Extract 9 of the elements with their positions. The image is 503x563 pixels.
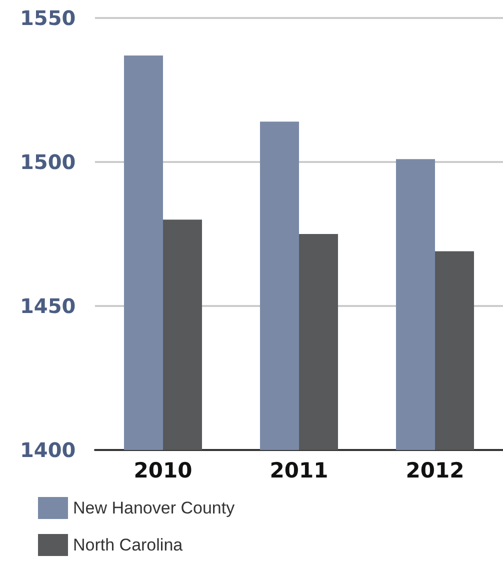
legend-label: New Hanover County (73, 498, 236, 518)
y-tick-label: 1450 (20, 294, 76, 318)
y-tick-label: 1400 (20, 438, 76, 462)
x-tick-label: 2010 (134, 458, 192, 482)
x-tick-label: 2012 (406, 458, 464, 482)
y-tick-label: 1500 (20, 150, 76, 174)
x-tick-label: 2011 (270, 458, 328, 482)
y-tick-label: 1550 (20, 6, 76, 30)
legend-label: North Carolina (73, 536, 184, 554)
